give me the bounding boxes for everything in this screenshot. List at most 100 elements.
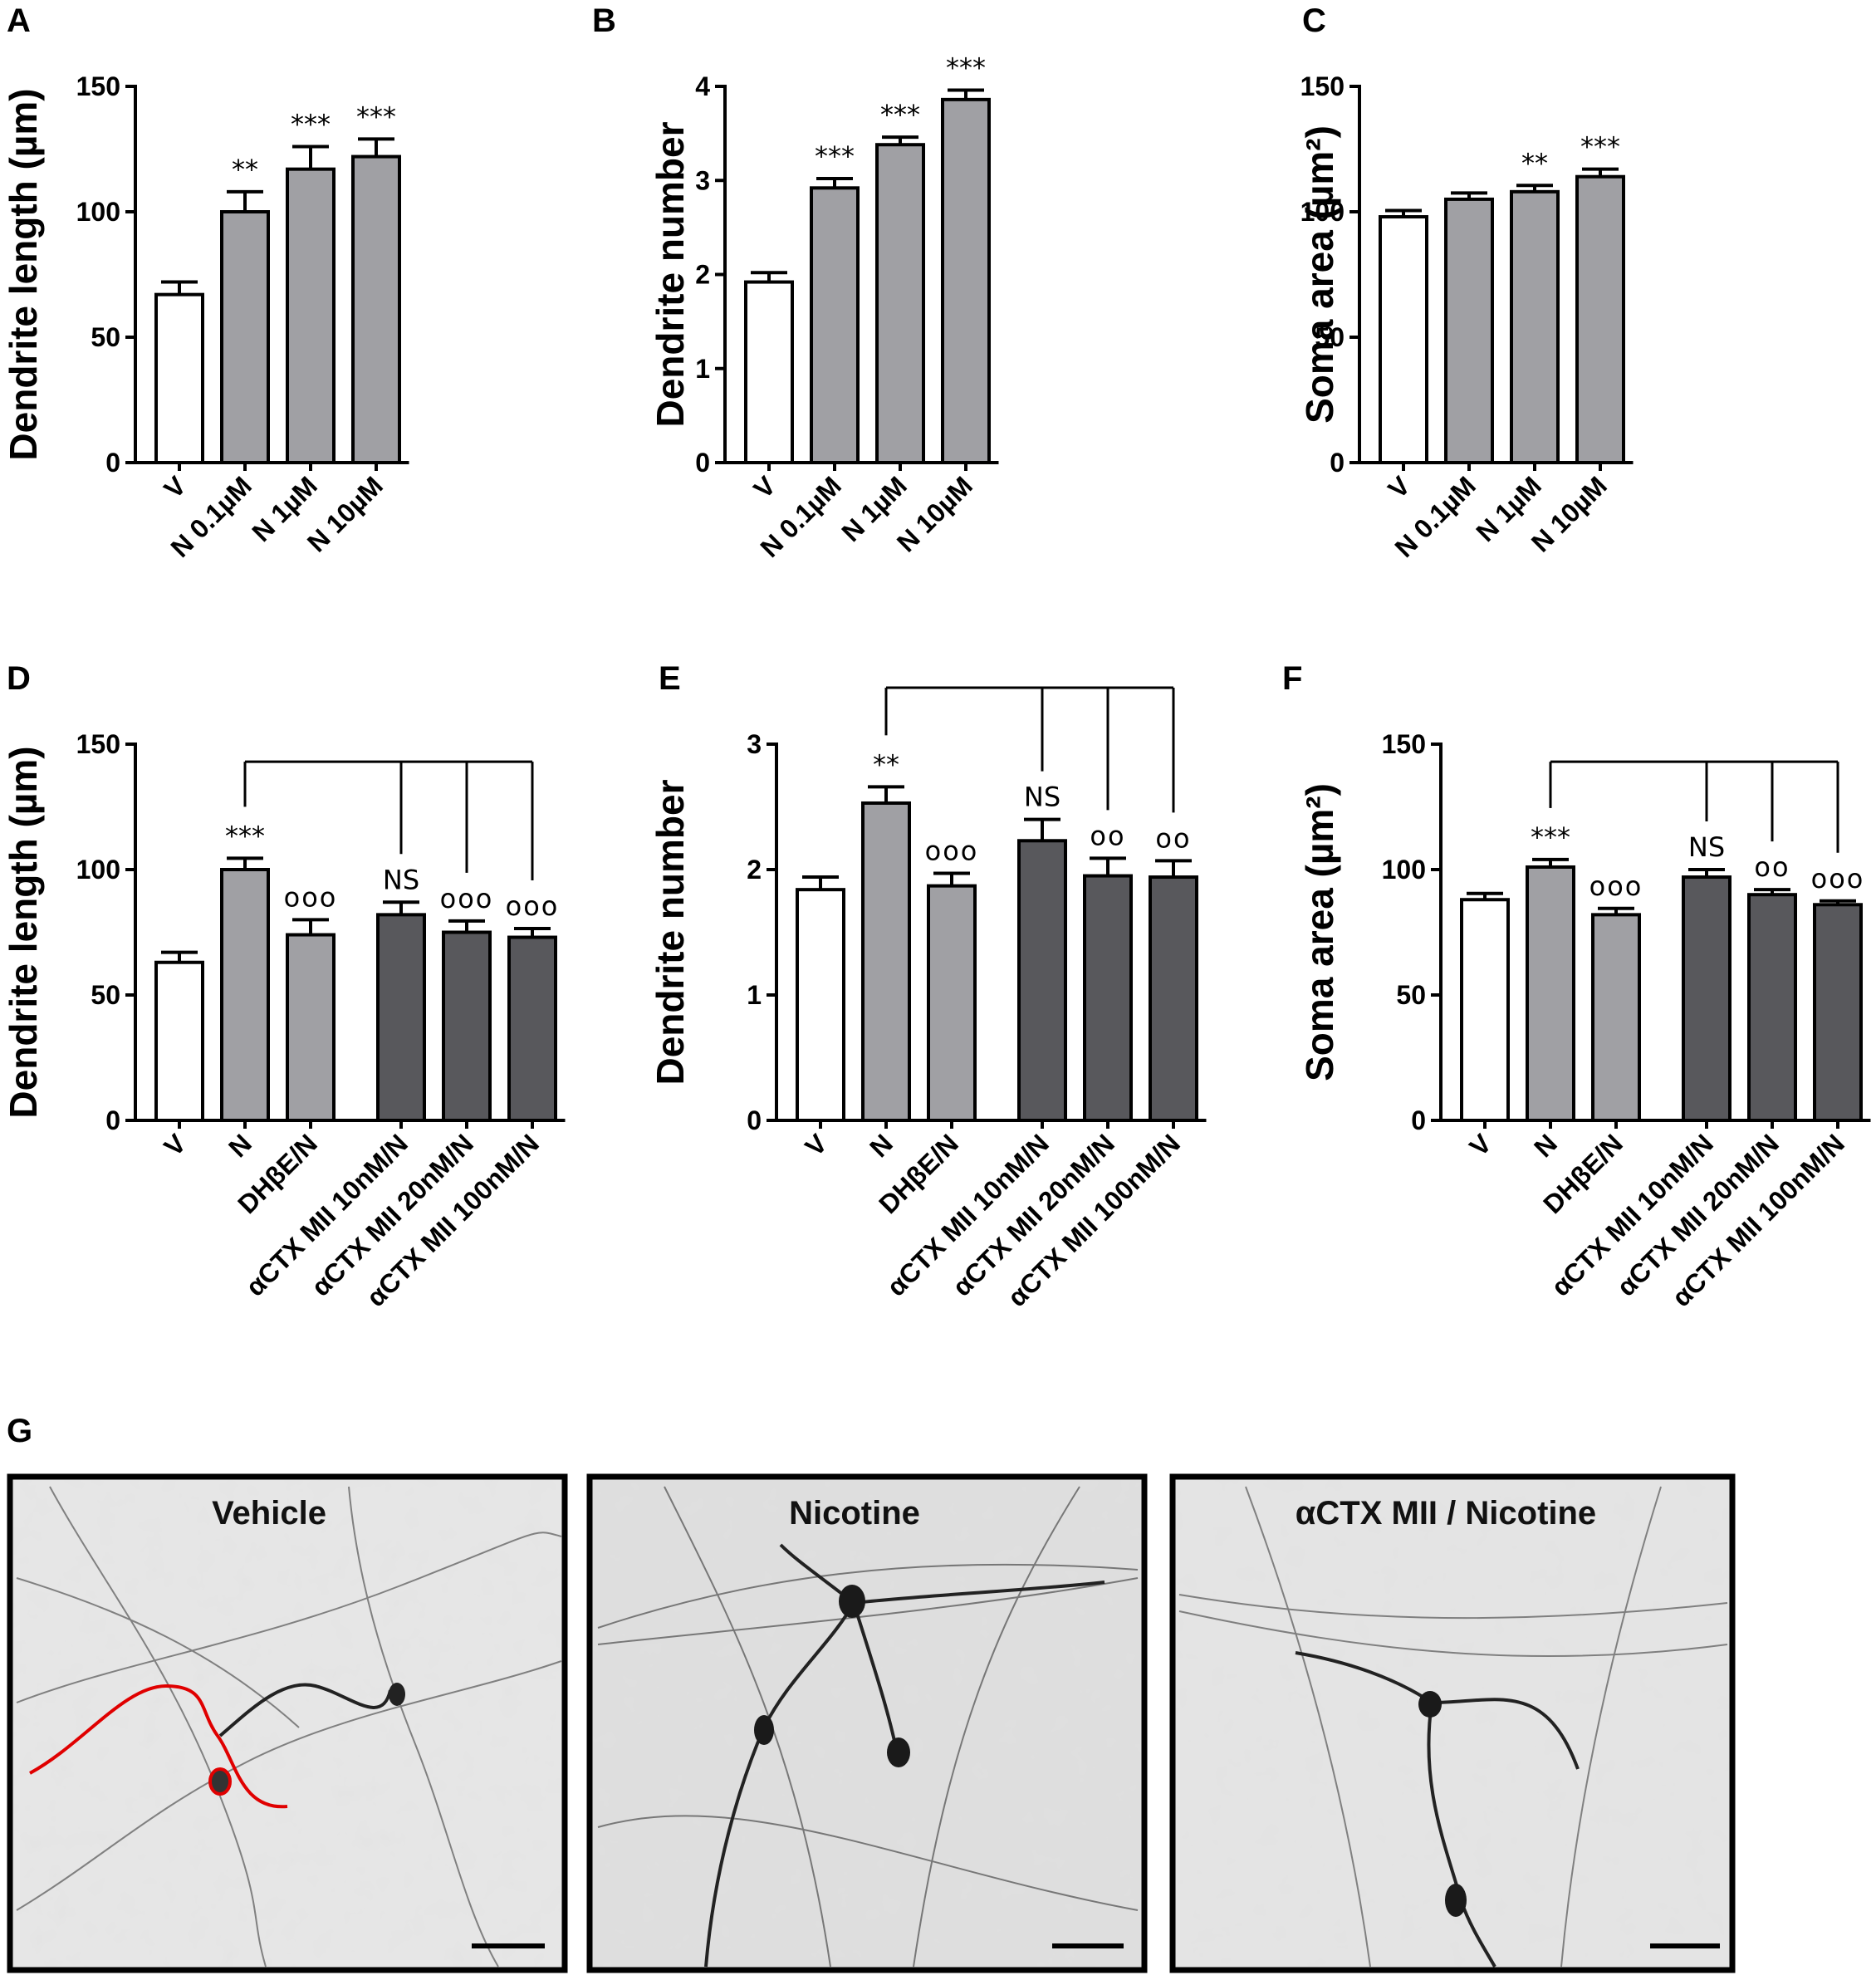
category-label: N xyxy=(223,1128,257,1163)
bar xyxy=(927,884,977,1122)
bar xyxy=(875,143,925,464)
y-axis-title: Soma area (µm²) xyxy=(1298,125,1341,424)
bar xyxy=(376,913,426,1122)
significance-label: *** xyxy=(1531,821,1570,853)
significance-label: ** xyxy=(232,154,258,185)
y-tick-label: 100 xyxy=(76,855,120,885)
significance-label: NS xyxy=(1024,782,1060,813)
bar xyxy=(1083,874,1133,1123)
significance-label: *** xyxy=(291,108,331,140)
y-axis-title: Dendrite length (µm) xyxy=(2,746,45,1118)
significance-label: *** xyxy=(815,140,855,172)
bar xyxy=(1017,839,1067,1123)
category-label: V xyxy=(1463,1128,1497,1162)
micrograph-title-actx-nicotine: αCTX MII / Nicotine xyxy=(1296,1495,1596,1532)
micrograph-vehicle: Vehicle xyxy=(7,1473,568,1973)
significance-label: *** xyxy=(880,99,920,130)
y-tick-label: 100 xyxy=(76,197,120,227)
significance-label: ooo xyxy=(1589,870,1643,902)
y-tick-label: 3 xyxy=(695,165,710,195)
panel-letter-e: E xyxy=(659,660,681,697)
category-label: V xyxy=(1382,470,1416,504)
y-tick-label: 150 xyxy=(1382,729,1426,759)
significance-label: NS xyxy=(1688,831,1725,863)
category-label: V xyxy=(158,470,192,504)
bar xyxy=(1575,174,1625,464)
significance-label: ooo xyxy=(284,881,338,913)
significance-label: ooo xyxy=(925,836,979,867)
bar xyxy=(796,888,845,1123)
bar xyxy=(1379,215,1428,464)
bar xyxy=(1149,875,1198,1123)
y-tick-label: 50 xyxy=(91,322,120,352)
bar xyxy=(1460,898,1510,1122)
micrograph-nicotine: Nicotine xyxy=(586,1473,1148,1973)
bar xyxy=(286,933,336,1123)
bar xyxy=(1813,903,1863,1123)
bar xyxy=(861,801,911,1122)
y-tick-label: 0 xyxy=(1330,448,1345,478)
y-axis-title: Soma area (µm²) xyxy=(1298,783,1341,1081)
significance-label: ooo xyxy=(1811,863,1865,894)
significance-label: *** xyxy=(1580,131,1620,163)
y-axis-title: Dendrite number xyxy=(649,121,692,427)
panel-letter-c: C xyxy=(1302,2,1326,39)
category-label: V xyxy=(799,1128,833,1162)
micrograph-actx-nicotine: αCTX MII / Nicotine xyxy=(1169,1473,1736,1973)
panel-letter-b: B xyxy=(592,2,616,39)
y-tick-label: 4 xyxy=(695,71,710,101)
bar xyxy=(351,154,401,464)
significance-label: oo xyxy=(1090,820,1125,851)
y-tick-label: 0 xyxy=(1411,1105,1426,1135)
panel-letter-d: D xyxy=(7,660,31,697)
bar xyxy=(941,97,991,464)
y-tick-label: 3 xyxy=(747,729,762,759)
y-tick-label: 1 xyxy=(747,980,762,1010)
significance-label: NS xyxy=(383,864,419,895)
y-tick-label: 100 xyxy=(1382,855,1426,885)
y-tick-label: 2 xyxy=(747,855,762,885)
bar xyxy=(1510,189,1560,464)
y-tick-label: 50 xyxy=(1315,322,1345,352)
y-tick-label: 150 xyxy=(76,729,120,759)
micrograph-section: G Vehicle xyxy=(7,1413,1736,1973)
significance-label: *** xyxy=(946,52,986,84)
category-label: V xyxy=(747,470,781,504)
bar xyxy=(1444,197,1494,464)
y-tick-label: 0 xyxy=(105,1105,120,1135)
y-tick-label: 150 xyxy=(76,71,120,101)
significance-label: ** xyxy=(1521,147,1548,179)
panel-letter-g: G xyxy=(7,1413,32,1449)
y-tick-label: 0 xyxy=(105,448,120,478)
significance-label: ooo xyxy=(440,883,494,914)
bar xyxy=(507,935,557,1123)
y-tick-label: 0 xyxy=(747,1105,762,1135)
bar xyxy=(220,210,270,464)
y-axis-title: Dendrite length (µm) xyxy=(2,88,45,460)
micrograph-title-vehicle: Vehicle xyxy=(212,1495,326,1532)
significance-label: ooo xyxy=(506,890,560,922)
category-label: N xyxy=(1528,1128,1563,1163)
significance-label: *** xyxy=(356,100,396,132)
y-tick-label: 100 xyxy=(1300,197,1345,227)
y-axis-title: Dendrite number xyxy=(649,779,692,1085)
panel-letter-a: A xyxy=(7,2,31,39)
bar xyxy=(220,868,270,1122)
bar xyxy=(286,167,336,464)
bar xyxy=(442,930,492,1122)
bar xyxy=(810,186,860,464)
bar xyxy=(1682,875,1732,1123)
category-label: N xyxy=(864,1128,899,1163)
bar xyxy=(1526,865,1575,1122)
bar xyxy=(154,292,204,464)
y-tick-label: 1 xyxy=(695,354,710,384)
y-tick-label: 2 xyxy=(695,260,710,290)
